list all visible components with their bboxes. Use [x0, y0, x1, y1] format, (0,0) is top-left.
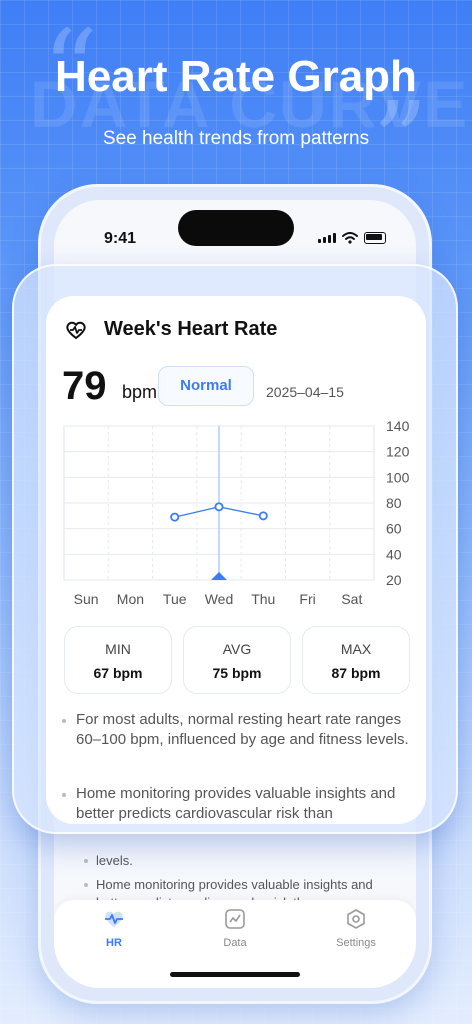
- hexagon-gear-icon: [347, 909, 365, 929]
- data-point[interactable]: [258, 511, 268, 521]
- y-tick-label: 100: [386, 469, 410, 485]
- heart-monitor-icon: [105, 911, 123, 927]
- tab-settings-label: Settings: [336, 937, 376, 949]
- stat-min-label: MIN: [105, 641, 131, 657]
- data-point[interactable]: [214, 502, 224, 512]
- back-screen-text-1: levels.: [84, 852, 396, 870]
- tab-data-label: Data: [223, 937, 247, 949]
- x-tick-label[interactable]: Wed: [205, 591, 234, 607]
- y-tick-label: 60: [386, 521, 402, 537]
- info-note-2: Home monitoring provides valuable insigh…: [62, 784, 412, 824]
- home-indicator: [170, 972, 300, 977]
- y-tick-label: 120: [386, 444, 410, 460]
- y-tick-label: 80: [386, 495, 402, 511]
- wifi-icon: [342, 232, 358, 244]
- stat-avg: AVG 75 bpm: [183, 626, 291, 694]
- promo-title: Heart Rate Graph: [55, 52, 417, 101]
- heart-rate-card: Week's Heart Rate 79 bpm Normal 2025–04–…: [46, 296, 426, 824]
- y-tick-label: 20: [386, 572, 402, 588]
- tab-data[interactable]: Data: [185, 908, 285, 949]
- card-overlay: Week's Heart Rate 79 bpm Normal 2025–04–…: [12, 264, 458, 834]
- heart-rate-chart[interactable]: 140 120 100 80 60 40 20 Sun Mon Tue Wed Thu Fri Sat: [46, 420, 426, 610]
- battery-icon: [364, 232, 386, 244]
- status-normal-button[interactable]: Normal: [158, 366, 254, 406]
- status-time: 9:41: [104, 230, 137, 247]
- watermark-text: DATA CURVE: [30, 67, 470, 141]
- stat-max-label: MAX: [340, 641, 372, 657]
- cellular-signal-icon: [318, 233, 336, 243]
- y-tick-label: 40: [386, 546, 402, 562]
- dynamic-island: [178, 210, 294, 246]
- x-tick-label[interactable]: Tue: [163, 591, 187, 607]
- card-title: Week's Heart Rate: [104, 318, 278, 340]
- quote-mark-left: “: [42, 6, 99, 134]
- tab-hr[interactable]: HR: [64, 908, 164, 949]
- bpm-unit: bpm: [122, 382, 158, 402]
- x-tick-label[interactable]: Sat: [341, 591, 362, 607]
- heart-rate-icon: [66, 321, 86, 340]
- stat-avg-label: AVG: [222, 641, 252, 657]
- stat-max: MAX 87 bpm: [302, 626, 410, 694]
- info-note-1: For most adults, normal resting heart ra…: [62, 710, 412, 750]
- y-tick-label: 140: [386, 420, 410, 434]
- data-point[interactable]: [170, 512, 180, 522]
- bpm-value: 79: [62, 364, 107, 408]
- x-tick-label[interactable]: Sun: [74, 591, 99, 607]
- stat-min: MIN 67 bpm: [64, 626, 172, 694]
- promo-subtitle: See health trends from patterns: [102, 128, 370, 149]
- x-tick-label[interactable]: Fri: [299, 591, 315, 607]
- status-icons: [318, 232, 386, 244]
- reading-date: 2025–04–15: [266, 384, 344, 400]
- tab-hr-label: HR: [106, 937, 122, 949]
- stat-min-value: 67 bpm: [93, 665, 143, 681]
- chart-icon: [225, 909, 245, 929]
- x-tick-label[interactable]: Thu: [251, 591, 275, 607]
- selected-day-marker[interactable]: [211, 572, 227, 580]
- stat-max-value: 87 bpm: [331, 665, 381, 681]
- tab-settings[interactable]: Settings: [306, 908, 406, 949]
- x-tick-label[interactable]: Mon: [117, 591, 144, 607]
- stat-avg-value: 75 bpm: [212, 665, 262, 681]
